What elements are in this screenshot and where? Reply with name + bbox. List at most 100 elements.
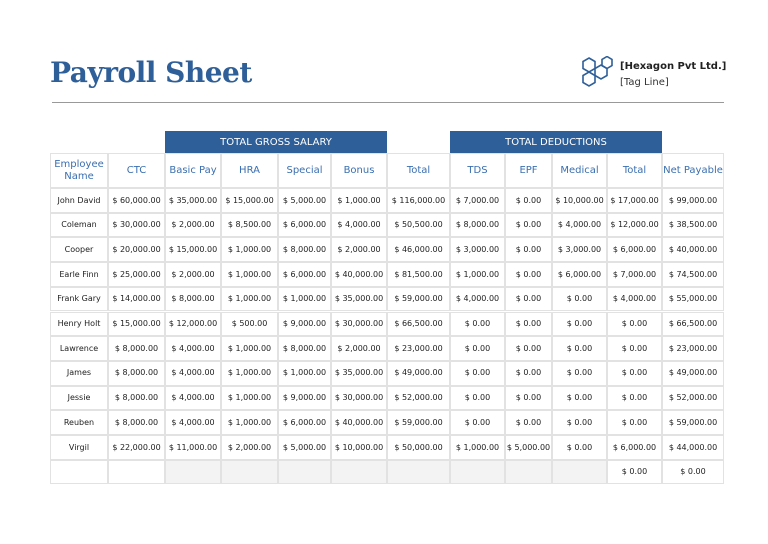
group-header: TOTAL DEDUCTIONS: [450, 131, 662, 153]
table-cell: $ 5,000.00: [278, 188, 331, 213]
table-cell: $ 8,500.00: [221, 212, 278, 238]
table-cell: $ 49,000.00: [662, 360, 724, 386]
empty-cell: [221, 459, 278, 485]
table-cell: $ 22,000.00: [108, 435, 165, 460]
table-cell: $ 5,000.00: [278, 435, 331, 460]
table-cell: $ 8,000.00: [108, 360, 165, 386]
empty-cell: [552, 459, 607, 485]
table-cell: $ 55,000.00: [662, 286, 724, 312]
table-cell: $ 1,000.00: [450, 435, 505, 460]
table-cell: $ 0.00: [662, 459, 724, 485]
table-cell: $ 10,000.00: [331, 435, 387, 460]
table-cell: $ 1,000.00: [221, 410, 278, 435]
table-cell: $ 30,000.00: [331, 385, 387, 411]
table-cell: $ 23,000.00: [387, 336, 450, 361]
table-cell: $ 4,000.00: [552, 212, 607, 238]
table-cell: $ 23,000.00: [662, 336, 724, 361]
column-header: Medical: [552, 153, 607, 188]
table-cell: $ 6,000.00: [278, 212, 331, 238]
table-cell: Lawrence: [50, 336, 108, 361]
table-cell: $ 8,000.00: [108, 385, 165, 411]
empty-cell: [50, 459, 108, 485]
table-cell: $ 15,000.00: [221, 188, 278, 213]
table-cell: $ 0.00: [552, 435, 607, 460]
table-cell: $ 59,000.00: [387, 410, 450, 435]
table-cell: $ 66,500.00: [662, 311, 724, 337]
table-cell: Coleman: [50, 212, 108, 238]
table-cell: $ 81,500.00: [387, 262, 450, 287]
table-cell: $ 40,000.00: [662, 237, 724, 263]
table-cell: $ 1,000.00: [221, 286, 278, 312]
table-cell: $ 8,000.00: [278, 237, 331, 263]
table-cell: $ 0.00: [607, 410, 662, 435]
table-cell: $ 0.00: [505, 212, 552, 238]
table-cell: $ 0.00: [505, 385, 552, 411]
column-header: Basic Pay: [165, 153, 221, 188]
table-cell: $ 0.00: [552, 385, 607, 411]
table-cell: Earle Finn: [50, 262, 108, 287]
table-cell: $ 11,000.00: [165, 435, 221, 460]
table-cell: $ 60,000.00: [108, 188, 165, 213]
table-cell: $ 35,000.00: [331, 360, 387, 386]
table-cell: $ 1,000.00: [221, 385, 278, 411]
column-header: HRA: [221, 153, 278, 188]
table-cell: $ 0.00: [505, 188, 552, 213]
table-cell: $ 0.00: [505, 336, 552, 361]
table-cell: $ 40,000.00: [331, 262, 387, 287]
table-cell: Henry Holt: [50, 311, 108, 337]
table-cell: $ 1,000.00: [278, 360, 331, 386]
column-header: TDS: [450, 153, 505, 188]
company-name: [Hexagon Pvt Ltd.]: [620, 61, 727, 72]
table-cell: $ 8,000.00: [108, 410, 165, 435]
column-header: EPF: [505, 153, 552, 188]
table-cell: $ 0.00: [552, 286, 607, 312]
table-cell: $ 2,000.00: [165, 262, 221, 287]
table-cell: $ 0.00: [552, 336, 607, 361]
empty-cell: [387, 459, 450, 485]
table-cell: $ 12,000.00: [165, 311, 221, 337]
table-cell: $ 4,000.00: [331, 212, 387, 238]
table-cell: $ 0.00: [505, 360, 552, 386]
table-cell: $ 6,000.00: [607, 237, 662, 263]
table-cell: $ 0.00: [505, 237, 552, 263]
table-cell: $ 8,000.00: [108, 336, 165, 361]
table-cell: $ 17,000.00: [607, 188, 662, 213]
table-cell: Frank Gary: [50, 286, 108, 312]
table-cell: $ 10,000.00: [552, 188, 607, 213]
table-cell: $ 35,000.00: [331, 286, 387, 312]
table-cell: Reuben: [50, 410, 108, 435]
table-cell: $ 12,000.00: [607, 212, 662, 238]
table-cell: $ 0.00: [552, 360, 607, 386]
table-cell: $ 1,000.00: [450, 262, 505, 287]
table-cell: $ 2,000.00: [331, 336, 387, 361]
empty-cell: [331, 459, 387, 485]
title: Payroll Sheet: [50, 56, 252, 89]
table-cell: $ 15,000.00: [165, 237, 221, 263]
empty-cell: [450, 459, 505, 485]
table-cell: $ 500.00: [221, 311, 278, 337]
table-cell: $ 4,000.00: [165, 410, 221, 435]
group-header: TOTAL GROSS SALARY: [165, 131, 387, 153]
table-cell: $ 0.00: [607, 459, 662, 485]
table-cell: $ 46,000.00: [387, 237, 450, 263]
column-header: Total: [607, 153, 662, 188]
table-cell: $ 0.00: [552, 410, 607, 435]
table-cell: $ 3,000.00: [450, 237, 505, 263]
table-cell: $ 52,000.00: [662, 385, 724, 411]
table-cell: $ 50,000.00: [387, 435, 450, 460]
table-cell: $ 44,000.00: [662, 435, 724, 460]
table-cell: Jessie: [50, 385, 108, 411]
table-cell: Cooper: [50, 237, 108, 263]
table-cell: $ 2,000.00: [221, 435, 278, 460]
table-cell: $ 0.00: [505, 286, 552, 312]
table-cell: $ 0.00: [505, 311, 552, 337]
table-cell: $ 4,000.00: [607, 286, 662, 312]
table-cell: $ 59,000.00: [662, 410, 724, 435]
table-cell: $ 0.00: [450, 385, 505, 411]
table-cell: $ 0.00: [505, 262, 552, 287]
table-cell: John David: [50, 188, 108, 213]
table-cell: $ 1,000.00: [278, 286, 331, 312]
table-cell: $ 0.00: [450, 311, 505, 337]
table-cell: $ 15,000.00: [108, 311, 165, 337]
